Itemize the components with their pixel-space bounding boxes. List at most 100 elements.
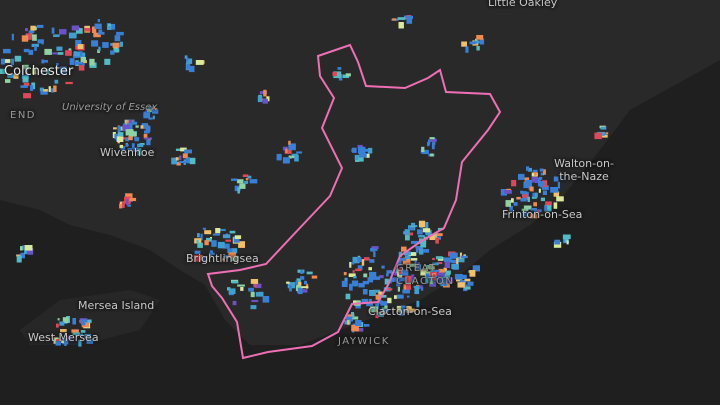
settlement-patch [125, 121, 128, 124]
settlement-patch [443, 267, 447, 272]
settlement-patch [409, 232, 414, 236]
settlement-patch [540, 197, 545, 202]
settlement-patch [194, 250, 201, 254]
land [0, 0, 720, 345]
settlement-patch [399, 308, 405, 316]
settlement-patch [209, 250, 213, 254]
settlement-patch [431, 142, 435, 150]
settlement-patch [231, 178, 238, 181]
settlement-patch [56, 63, 59, 66]
settlement-patch [203, 256, 206, 261]
settlement-patch [55, 340, 61, 346]
settlement-patch [371, 248, 378, 251]
settlement-patch [417, 229, 423, 235]
settlement-patch [231, 280, 239, 284]
settlement-patch [179, 155, 182, 161]
settlement-patch [114, 35, 121, 42]
settlement-patch [116, 31, 124, 36]
settlement-patch [509, 205, 513, 212]
settlement-patch [175, 148, 181, 151]
settlement-patch [133, 147, 139, 152]
settlement-patch [65, 50, 72, 56]
settlement-patch [300, 269, 304, 274]
settlement-patch [218, 228, 226, 232]
settlement-patch [364, 257, 370, 261]
settlement-patch [420, 242, 427, 248]
settlement-patch [217, 241, 225, 249]
settlement-patch [127, 204, 132, 207]
settlement-patch [179, 161, 186, 164]
settlement-patch [429, 280, 433, 285]
settlement-patch [238, 241, 245, 248]
place-label: West Mersea [28, 331, 99, 344]
settlement-patch [128, 136, 133, 141]
settlement-patch [359, 153, 367, 158]
settlement-patch [375, 314, 379, 319]
place-label: University of Essex [62, 102, 158, 113]
settlement-patch [402, 289, 410, 294]
settlement-patch [62, 338, 69, 345]
settlement-patch [378, 312, 384, 317]
settlement-patch [13, 74, 19, 79]
settlement-patch [479, 38, 485, 45]
settlement-patch [2, 59, 11, 64]
settlement-patch [553, 241, 562, 248]
settlement-patch [464, 286, 471, 290]
settlement-patch [523, 205, 532, 210]
settlement-patch [428, 139, 431, 145]
settlement-patch [56, 323, 59, 328]
settlement-patch [248, 287, 254, 292]
settlement-patch [288, 140, 291, 145]
settlement-patch [383, 287, 391, 292]
settlement-patch [24, 245, 33, 251]
settlement-patch [78, 65, 85, 71]
settlement-patch [208, 252, 215, 256]
settlement-patch [351, 312, 355, 315]
settlement-patch [553, 191, 560, 197]
settlement-patch [195, 60, 204, 65]
settlement-patch [231, 255, 238, 262]
settlement-patch [357, 257, 362, 262]
settlement-patch [518, 173, 525, 180]
settlement-patch [7, 73, 14, 78]
settlement-patch [262, 296, 270, 303]
settlement-patch [295, 280, 299, 285]
settlement-patch [358, 283, 365, 288]
settlement-patch [186, 62, 191, 70]
settlement-patch [367, 147, 373, 154]
settlement-patch [537, 181, 545, 187]
settlement-patch [349, 283, 353, 291]
place-label: JAYWICK [338, 336, 390, 347]
settlement-patch [351, 261, 355, 265]
settlement-patch [130, 121, 138, 125]
settlement-patch [276, 153, 282, 161]
settlement-patch [564, 238, 568, 243]
settlement-patch [526, 166, 530, 171]
settlement-patch [363, 273, 368, 278]
settlement-patch [175, 157, 179, 161]
settlement-patch [78, 339, 82, 347]
settlement-patch [332, 72, 337, 77]
settlement-patch [554, 239, 561, 245]
settlement-patch [245, 178, 249, 181]
settlement-patch [212, 233, 220, 236]
settlement-patch [540, 172, 544, 176]
settlement-patch [41, 59, 45, 64]
settlement-patch [242, 174, 249, 177]
settlement-patch [282, 157, 290, 164]
settlement-patch [413, 285, 420, 288]
settlement-patch [249, 179, 258, 184]
settlement-patch [108, 23, 116, 30]
settlement-patch [355, 320, 362, 326]
settlement-patch [416, 300, 420, 308]
settlement-patch [184, 55, 188, 59]
settlement-patch [352, 147, 357, 153]
settlement-patch [361, 259, 365, 266]
settlement-patch [397, 17, 406, 20]
settlement-patch [132, 131, 137, 137]
settlement-patch [511, 198, 514, 203]
settlement-patch [3, 48, 11, 54]
settlement-patch [300, 276, 305, 280]
settlement-patch [180, 147, 187, 152]
settlement-patch [351, 280, 359, 287]
